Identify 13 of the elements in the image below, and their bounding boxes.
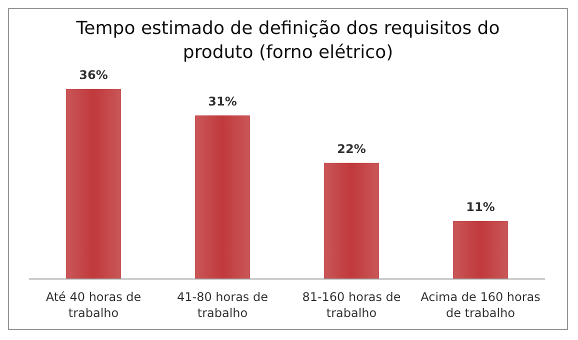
x-tick-label: Até 40 horas de trabalho — [46, 290, 142, 320]
x-tick-label: Acima de 160 horas de trabalho — [420, 290, 540, 320]
bar — [324, 162, 379, 279]
data-label: 36% — [79, 68, 108, 82]
x-tick-label: 81-160 horas de trabalho — [302, 290, 401, 320]
chart-title: Tempo estimado de definição dos requisitos do produto (forno elétrico) — [75, 17, 501, 65]
bar — [453, 220, 508, 279]
bar — [195, 115, 250, 279]
data-label: 22% — [337, 142, 366, 156]
bar — [66, 89, 121, 279]
data-label: 31% — [208, 94, 237, 108]
data-label: 11% — [466, 200, 495, 214]
x-tick-label: 41-80 horas de trabalho — [177, 290, 268, 320]
